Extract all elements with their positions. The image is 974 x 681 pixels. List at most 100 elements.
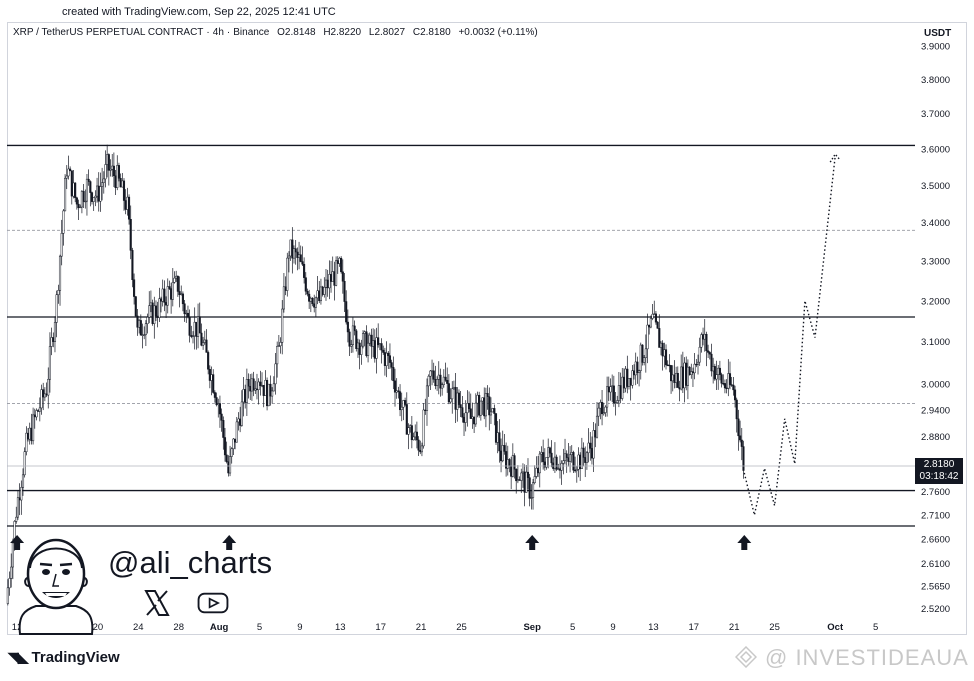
candle-body (671, 374, 674, 382)
candle-body (614, 402, 617, 404)
candle-body (18, 497, 21, 501)
candle-body (646, 324, 649, 350)
candle-body (335, 260, 338, 286)
candle-body (574, 469, 577, 472)
candle-body (104, 164, 107, 180)
x-axis: 1216202428Aug5913172125Sep5913172125Oct5 (12, 622, 878, 633)
candle-body (597, 407, 600, 417)
candle-body (538, 453, 541, 474)
candle-body (367, 342, 370, 356)
candle-body (434, 379, 437, 387)
x-tick-label: 5 (257, 622, 262, 633)
y-tick-label: 3.8000 (921, 75, 950, 86)
x-tick-label: Aug (210, 622, 229, 633)
watermark-text: @ INVESTIDEAUA (765, 645, 969, 670)
candle-body (247, 379, 250, 387)
candle-body (368, 334, 371, 344)
candle-body (358, 342, 361, 355)
candle-body (240, 401, 243, 426)
candle-body (508, 459, 511, 466)
x-tick-label: 17 (375, 622, 386, 633)
candle-body (639, 344, 642, 371)
candle-body (728, 373, 732, 385)
candle-body (237, 418, 240, 423)
candle-body (456, 392, 459, 410)
candle-body (457, 392, 461, 405)
candle-body (427, 375, 430, 387)
candle-body (695, 363, 698, 366)
candle-body (72, 182, 75, 197)
candle-body (570, 452, 573, 456)
candle-body (119, 178, 122, 188)
candle-body (676, 372, 679, 388)
candle-body (131, 250, 134, 280)
candle-body (124, 200, 127, 210)
candle-body (156, 315, 159, 318)
candle-body (102, 178, 105, 183)
candle-body (245, 379, 248, 403)
candle-body (708, 352, 711, 355)
candle-body (737, 418, 740, 437)
y-tick-label: 2.9400 (921, 406, 950, 417)
candle-body (134, 296, 137, 317)
x-logo-icon[interactable] (140, 588, 174, 618)
candle-body (336, 260, 339, 264)
candle-body (230, 448, 233, 457)
x-tick-label: Sep (523, 622, 541, 633)
candle-body (146, 316, 149, 325)
candle-body (383, 352, 386, 366)
x-tick-label: 5 (873, 622, 878, 633)
candle-body (298, 254, 301, 258)
candle-body (459, 404, 462, 408)
candle-body (740, 439, 743, 447)
candle-body (77, 203, 80, 208)
y-tick-label: 3.4000 (921, 218, 950, 229)
y-tick-label: 3.0000 (921, 380, 950, 391)
candle-body (489, 411, 493, 416)
candle-body (382, 349, 385, 353)
candle-body (218, 403, 221, 415)
candle-body (168, 286, 171, 289)
youtube-icon[interactable] (196, 588, 230, 618)
symbol-name[interactable]: XRP / TetherUS PERPETUAL CONTRACT (13, 27, 204, 38)
candle-body (308, 293, 311, 302)
currency-label[interactable]: USDT (924, 28, 952, 39)
candle-body (664, 349, 668, 366)
candle-body (415, 431, 418, 441)
y-tick-label: 2.7100 (921, 511, 950, 522)
candle-body (651, 313, 654, 319)
candle-body (348, 331, 351, 347)
candle-body (193, 321, 196, 337)
candle-body (223, 437, 227, 456)
candle-body (515, 468, 518, 482)
candle-body (643, 357, 646, 363)
candle-body (6, 587, 9, 604)
timeframe[interactable]: 4h (212, 27, 224, 38)
y-tick-label: 2.7600 (921, 487, 950, 498)
candle-body (259, 381, 262, 386)
candle-body (526, 471, 530, 478)
horizontal-levels (7, 144, 915, 527)
candle-body (249, 385, 252, 392)
symbol-info-bar: XRP / TetherUS PERPETUAL CONTRACT · 4h · Bin… (13, 27, 538, 38)
candle-body (341, 271, 344, 282)
candle-body (703, 333, 706, 340)
candle-body (284, 286, 287, 291)
x-tick-label: 28 (173, 622, 184, 633)
candle-body (148, 305, 151, 318)
x-tick-label: 21 (729, 622, 740, 633)
candle-body (255, 388, 259, 390)
candle-body (40, 389, 43, 409)
candle-body (722, 383, 725, 385)
author-avatar (18, 538, 94, 635)
candle-body (90, 192, 94, 202)
tradingview-logo[interactable]: ◥◣ TradingView (8, 649, 120, 666)
candle-body (159, 298, 163, 302)
candle-body (516, 479, 519, 482)
candle-body (139, 320, 142, 336)
candle-body (38, 407, 41, 412)
candle-body (94, 195, 97, 199)
candle-body (710, 353, 713, 372)
candle-body (481, 397, 484, 402)
